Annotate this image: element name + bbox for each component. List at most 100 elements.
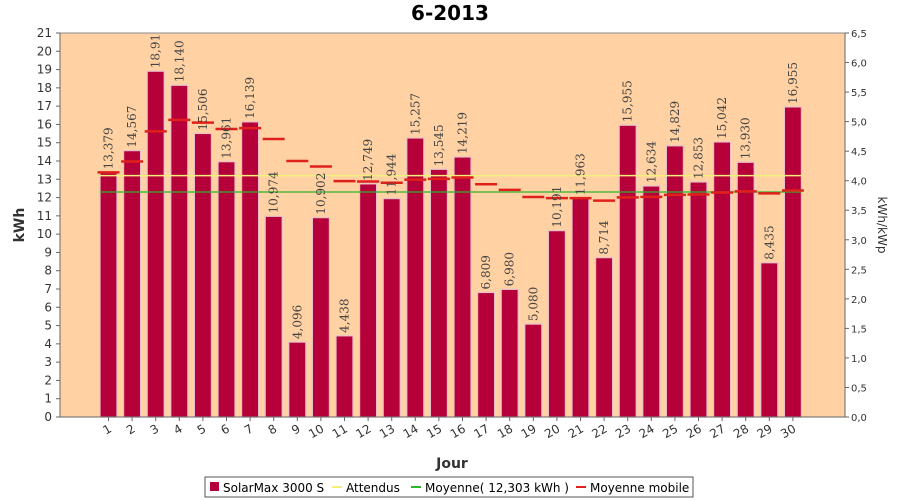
y-tick-label-5: 5 [44, 319, 52, 333]
bar-day-21 [571, 197, 590, 418]
value-label-day-23: 15,955 [621, 80, 635, 122]
y-tick-label-2: 2 [44, 373, 52, 387]
bar-day-9 [288, 341, 307, 418]
bar-day-18 [500, 288, 519, 418]
value-label-day-20: 10,191 [550, 186, 564, 228]
y2-tick-label-10: 5,0 [851, 118, 867, 129]
y2-axis-title: kWh/kWp [875, 197, 889, 254]
x-tick-label-26: 26 [684, 421, 704, 441]
value-label-day-16: 14,219 [456, 112, 470, 154]
value-label-day-5: 15,506 [196, 88, 210, 130]
x-tick-label-13: 13 [377, 421, 397, 441]
x-tick-label-1: 1 [100, 421, 114, 437]
value-label-day-11: 4,438 [338, 298, 352, 332]
x-tick-label-15: 15 [424, 421, 444, 441]
value-label-day-26: 12,853 [692, 137, 706, 179]
value-label-day-27: 15,042 [715, 97, 729, 139]
y-tick-label-10: 10 [37, 227, 52, 241]
value-label-day-24: 12,634 [644, 141, 658, 183]
x-tick-label-25: 25 [660, 421, 680, 441]
bar-day-13 [382, 197, 401, 418]
bar-day-20 [547, 230, 567, 418]
x-tick-label-27: 27 [707, 421, 727, 441]
bar-day-26 [689, 181, 708, 418]
bar-day-7 [241, 121, 260, 418]
x-tick-label-24: 24 [637, 421, 657, 441]
y-tick-label-3: 3 [44, 355, 52, 369]
x-tick-label-29: 29 [755, 421, 775, 441]
y-tick-label-14: 14 [37, 154, 52, 168]
legend-label-solarmax: SolarMax 3000 S [223, 481, 324, 495]
x-tick-label-9: 9 [289, 421, 303, 437]
x-tick-label-19: 19 [519, 421, 539, 441]
bar-day-16 [453, 156, 472, 418]
value-label-day-30: 16,955 [786, 62, 800, 104]
y2-tick-label-0: 0,0 [851, 413, 867, 424]
value-label-day-12: 12,749 [361, 139, 375, 181]
x-tick-label-3: 3 [148, 421, 162, 437]
y2-tick-label-12: 6,0 [851, 59, 867, 70]
value-label-day-25: 14,829 [668, 101, 682, 143]
legend-swatch-solarmax [210, 482, 219, 491]
bar-day-6 [217, 161, 236, 418]
legend: SolarMax 3000 S Attendus Moyenne( 12,303… [204, 476, 694, 498]
value-label-day-29: 8,435 [762, 225, 776, 259]
value-label-day-10: 10,902 [314, 173, 328, 215]
bar-day-11 [335, 335, 354, 418]
bar-day-27 [712, 141, 732, 418]
bar-day-29 [760, 262, 779, 418]
y2-tick-label-5: 2,5 [851, 265, 867, 276]
x-axis: 1 2 3 4 5 6 7 8 9 10 11 12 13 14 15 16 17 18 19 20 21 22 23 24 2… [60, 416, 845, 441]
y-tick-label-9: 9 [44, 245, 52, 259]
y2-tick-label-9: 4,5 [851, 147, 867, 158]
value-label-day-7: 16,139 [243, 77, 257, 119]
bar-day-15 [429, 168, 448, 418]
value-label-day-2: 14,567 [125, 106, 139, 148]
bar-day-24 [642, 185, 661, 418]
y-tick-label-17: 17 [37, 99, 52, 113]
y-axis-title: kWh [12, 208, 28, 243]
x-tick-label-16: 16 [448, 421, 468, 441]
y2-tick-label-7: 3,5 [851, 206, 867, 217]
value-label-day-21: 11,963 [574, 153, 588, 195]
x-axis-title: Jour [435, 456, 468, 472]
legend-label-moyenne: Moyenne( 12,303 kWh ) [425, 481, 569, 495]
bar-day-10 [311, 217, 330, 418]
y2-tick-label-11: 5,5 [851, 88, 867, 99]
y-tick-label-6: 6 [44, 300, 52, 314]
y-tick-label-0: 0 [44, 410, 52, 424]
bar-day-3 [146, 70, 165, 418]
y-tick-label-13: 13 [37, 172, 52, 186]
bar-day-22 [594, 257, 614, 418]
y2-tick-label-3: 1,5 [851, 324, 867, 335]
legend-label-attendus: Attendus [346, 481, 400, 495]
value-label-day-15: 13,545 [432, 124, 446, 166]
y2-tick-label-6: 3,0 [851, 236, 867, 247]
bar-day-1 [99, 171, 118, 418]
chart-title: 6-2013 [411, 1, 489, 25]
value-label-day-1: 13,379 [102, 127, 116, 169]
reference-lines [100, 174, 802, 193]
value-label-day-4: 18,140 [172, 40, 186, 82]
x-tick-label-11: 11 [330, 421, 350, 441]
x-tick-label-17: 17 [471, 421, 491, 441]
x-tick-label-18: 18 [495, 421, 515, 441]
x-tick-label-8: 8 [266, 421, 280, 437]
value-label-day-17: 6,809 [479, 255, 493, 289]
value-label-day-8: 10,974 [267, 171, 281, 213]
bar-day-23 [618, 124, 637, 418]
y2-tick-label-1: 0,5 [851, 383, 867, 394]
x-tick-label-6: 6 [218, 421, 232, 437]
bar-day-25 [665, 145, 685, 418]
value-label-day-22: 8,714 [597, 220, 611, 255]
y2-tick-label-13: 6,5 [851, 29, 867, 40]
bar-day-12 [359, 183, 378, 418]
y-tick-label-1: 1 [44, 392, 52, 406]
bar-day-17 [477, 291, 496, 418]
value-label-day-19: 5,080 [526, 287, 540, 321]
y-tick-label-7: 7 [44, 282, 52, 296]
x-tick-label-22: 22 [589, 421, 609, 441]
x-tick-label-5: 5 [195, 421, 209, 437]
x-tick-label-10: 10 [306, 421, 326, 441]
y-tick-label-16: 16 [37, 117, 52, 131]
